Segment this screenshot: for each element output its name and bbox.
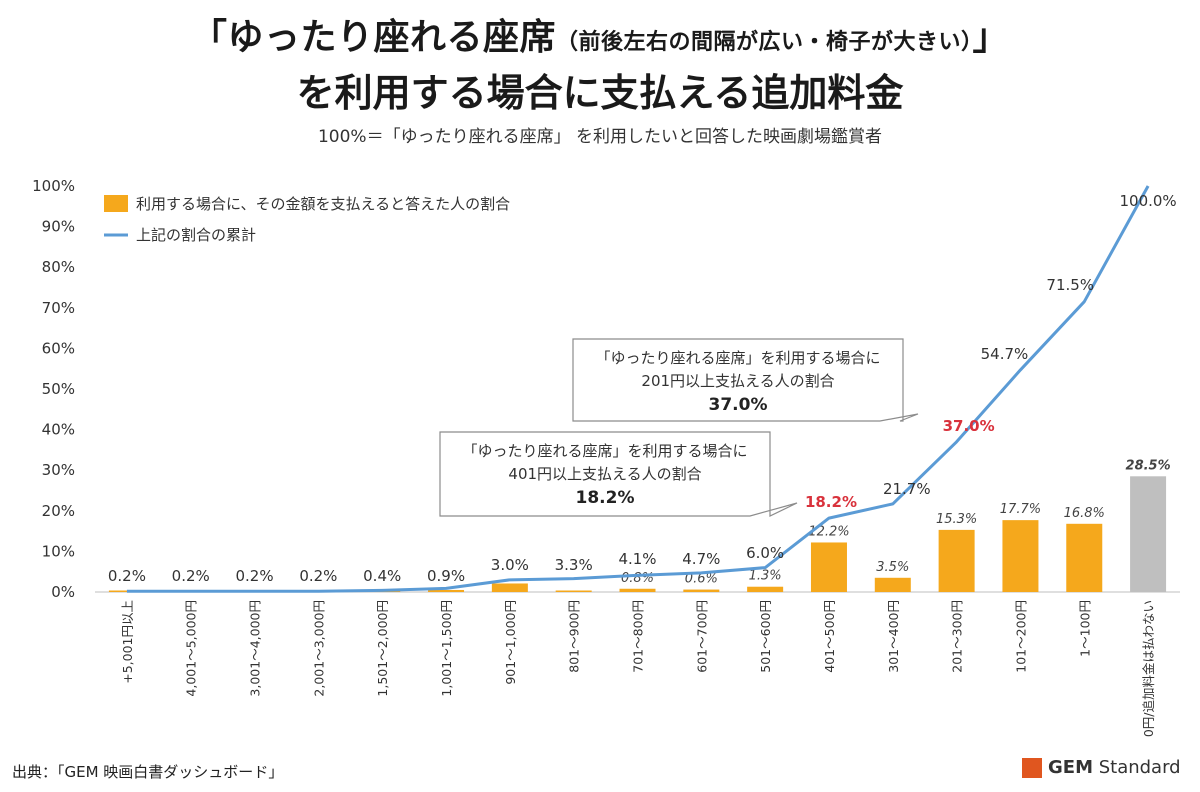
chart-subtitle: 100%＝「ゆったり座れる座席」 を利用したいと回答した映画劇場鑑賞者: [317, 127, 882, 147]
y-tick-label: 60%: [42, 339, 75, 357]
x-category-label: 2,001～3,000円: [311, 600, 326, 697]
callout-401-line2: 401円以上支払える人の割合: [508, 465, 701, 483]
title-main: 「ゆったり座れる座席: [190, 17, 556, 58]
chart-title-line2: を利用する場合に支払える追加料金: [296, 71, 904, 115]
x-category-label: 3,001～4,000円: [248, 600, 263, 697]
x-category-label: +5,001円以上: [120, 600, 135, 684]
x-category-label: 401～500円: [822, 600, 837, 673]
legend-line-label: 上記の割合の累計: [136, 226, 256, 244]
bar-value-label: 0.6%: [685, 572, 718, 587]
y-tick-label: 40%: [42, 421, 75, 439]
bar: [1130, 476, 1167, 592]
x-category-label: 4,001～5,000円: [184, 600, 199, 697]
bar-value-label: 28.5%: [1126, 458, 1171, 473]
x-category-label: 601～700円: [694, 600, 709, 673]
cumulative-label: 54.7%: [981, 345, 1029, 363]
cumulative-label: 0.2%: [172, 567, 210, 585]
callout-201-line1: 「ゆったり座れる座席」を利用する場合に: [595, 349, 880, 367]
x-category-label: 301～400円: [886, 600, 901, 673]
cumulative-label: 37.0%: [943, 417, 995, 435]
legend-bar-label: 利用する場合に、その金額を支払えると答えた人の割合: [136, 195, 510, 213]
x-category-label: 501～600円: [758, 600, 773, 673]
bar-value-label: 1.3%: [749, 569, 782, 584]
title-close-bracket: 」: [972, 17, 1010, 58]
cumulative-label: 0.2%: [236, 567, 274, 585]
cumulative-label: 18.2%: [805, 493, 857, 511]
logo-text: GEM Standard: [1048, 757, 1181, 778]
x-category-label: 201～300円: [950, 600, 965, 673]
y-tick-label: 20%: [42, 502, 75, 520]
cumulative-label: 0.4%: [363, 567, 401, 585]
y-tick-label: 0%: [51, 583, 75, 601]
x-category-label: 701～800円: [631, 600, 646, 673]
callout-201-value: 37.0%: [709, 395, 768, 415]
y-tick-label: 30%: [42, 461, 75, 479]
bar-value-label: 12.2%: [808, 524, 849, 539]
y-tick-label: 80%: [42, 258, 75, 276]
bar: [874, 577, 911, 592]
cumulative-line: [126, 185, 1150, 593]
x-category-label: 0円/追加料金は払わない: [1141, 600, 1156, 737]
cumulative-label: 6.0%: [746, 544, 784, 562]
x-category-label: 901～1,000円: [503, 600, 518, 685]
bar-value-label: 3.5%: [876, 560, 909, 575]
y-tick-label: 50%: [42, 380, 75, 398]
bar-value-label: 0.8%: [621, 571, 654, 586]
logo-brand: GEM: [1048, 757, 1093, 778]
bar-value-label: 15.3%: [936, 512, 977, 527]
callout-401-value: 18.2%: [576, 488, 635, 508]
cumulative-label: 0.9%: [427, 567, 465, 585]
cumulative-label: 71.5%: [1046, 276, 1094, 294]
bar: [1066, 523, 1103, 592]
bar: [938, 529, 975, 592]
callout-201-line2: 201円以上支払える人の割合: [641, 372, 834, 390]
chart-title-line1: 「ゆったり座れる座席（前後左右の間隔が広い・椅子が大きい）」: [0, 8, 1200, 60]
x-category-label: 1,501～2,000円: [375, 600, 390, 697]
cumulative-label: 100.0%: [1119, 192, 1176, 210]
bar: [428, 589, 465, 592]
bar: [555, 590, 592, 592]
callout-201-box: [572, 338, 919, 422]
bar: [683, 589, 720, 592]
brand-logo: GEM Standard: [1022, 757, 1181, 778]
title-parenthetical: （前後左右の間隔が広い・椅子が大きい）: [555, 30, 973, 55]
bar-value-label: 16.8%: [1064, 506, 1105, 521]
bar: [810, 542, 847, 592]
cumulative-label: 0.2%: [108, 567, 146, 585]
bar: [747, 586, 784, 592]
y-tick-label: 70%: [42, 299, 75, 317]
x-category-label: 101～200円: [1013, 600, 1028, 673]
bar: [619, 588, 656, 592]
cumulative-label: 4.7%: [682, 550, 720, 568]
source-note: 出典：「GEM 映画白書ダッシュボード」: [12, 763, 284, 781]
bar: [1002, 520, 1039, 592]
cumulative-label: 21.7%: [883, 480, 931, 498]
x-category-label: 801～900円: [567, 600, 582, 673]
y-tick-label: 100%: [32, 177, 75, 195]
logo-suffix: Standard: [1092, 757, 1181, 778]
cumulative-label: 4.1%: [618, 550, 656, 568]
cumulative-label: 3.0%: [491, 556, 529, 574]
cumulative-label: 0.2%: [299, 567, 337, 585]
legend-bar-swatch: [104, 195, 128, 212]
cumulative-label: 3.3%: [555, 556, 593, 574]
y-tick-label: 90%: [42, 218, 75, 236]
bar-value-label: 17.7%: [1000, 502, 1041, 517]
x-category-label: 1～100円: [1077, 600, 1092, 657]
callout-401-line1: 「ゆったり座れる座席」を利用する場合に: [462, 442, 747, 460]
logo-square-icon: [1022, 757, 1042, 778]
bar: [491, 583, 528, 592]
y-tick-label: 10%: [42, 542, 75, 560]
x-category-label: 1,001～1,500円: [439, 600, 454, 697]
callout-401-box: [439, 431, 798, 517]
